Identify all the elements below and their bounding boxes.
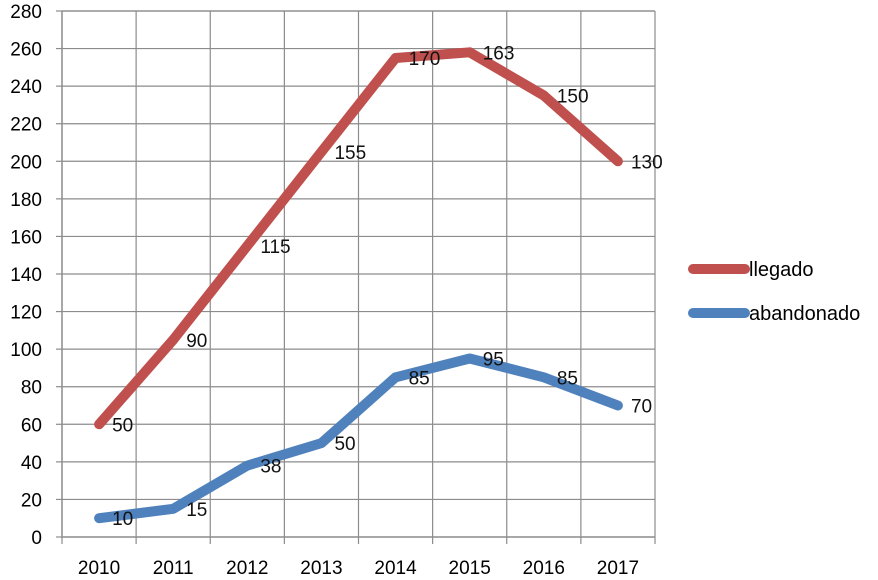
data-label-abandonado: 70 [631,397,652,418]
grid [62,10,656,537]
x-tick-label: 2017 [597,558,639,579]
x-tick-label: 2016 [523,558,565,579]
x-tick-label: 2013 [300,558,342,579]
y-tick-label: 260 [10,40,42,61]
data-label-llegado: 130 [631,152,663,173]
data-label-abandonado: 38 [260,457,281,478]
y-tick-label: 240 [10,77,42,98]
legend: llegado abandonado [688,259,860,325]
y-tick-label: 120 [10,303,42,324]
data-point-llegado [320,150,323,153]
data-point-abandonado [320,442,323,445]
y-axis-ticks: 0 20 40 60 80 100 120 140 160 180 200 220 240 260 280 [10,2,62,549]
data-label-abandonado: 95 [483,350,504,371]
data-point-abandonado [98,517,101,520]
series-line-abandonado [94,353,623,524]
y-tick-label: 80 [21,378,42,399]
y-tick-label: 100 [10,340,42,361]
y-tick-label: 140 [10,265,42,286]
x-tick-label: 2010 [78,558,120,579]
y-tick-label: 180 [10,190,42,211]
data-point-abandonado [542,376,545,379]
data-label-abandonado: 15 [186,500,207,521]
data-point-abandonado [394,376,397,379]
y-tick-label: 60 [21,415,42,436]
data-label-llegado: 155 [334,143,366,164]
data-label-llegado: 115 [260,237,290,258]
series-line-llegado [94,47,623,430]
x-axis-ticks: 2010 2011 2012 2013 2014 2015 2016 2017 [61,537,656,579]
data-label-abandonado: 10 [112,509,133,530]
data-point-abandonado [468,357,471,360]
y-tick-label: 20 [21,490,42,511]
data-point-abandonado [616,404,619,407]
data-point-llegado [98,423,101,426]
data-point-llegado [394,56,397,59]
data-point-llegado [468,51,471,54]
data-label-llegado: 170 [409,49,441,70]
data-label-abandonado: 85 [557,368,578,389]
y-tick-label: 40 [21,453,42,474]
x-tick-label: 2015 [449,558,491,579]
data-label-abandonado: 85 [409,368,430,389]
data-point-llegado [616,160,619,163]
y-tick-label: 160 [10,227,42,248]
x-tick-label: 2014 [374,558,417,579]
y-tick-label: 0 [31,528,42,549]
data-point-llegado [246,244,249,247]
data-label-llegado: 50 [112,415,133,436]
data-point-abandonado [246,464,249,467]
data-label-llegado: 90 [186,331,207,352]
x-tick-label: 2012 [226,558,268,579]
y-tick-label: 280 [10,2,42,23]
data-point-llegado [542,94,545,97]
y-tick-label: 200 [10,152,42,173]
data-labels: 50 90 115 155 170 163 150 130 10 15 38 50 85 95 85 70 [112,43,663,530]
y-tick-label: 220 [10,115,42,136]
series-lines [94,47,623,524]
data-label-llegado: 163 [483,43,515,64]
data-label-llegado: 150 [557,87,589,108]
data-label-abandonado: 50 [334,434,355,455]
x-tick-label: 2011 [153,558,194,579]
legend-label-llegado: llegado [749,259,814,281]
legend-label-abandonado: abandonado [749,303,860,325]
data-point-abandonado [172,507,175,510]
data-point-llegado [172,338,175,341]
